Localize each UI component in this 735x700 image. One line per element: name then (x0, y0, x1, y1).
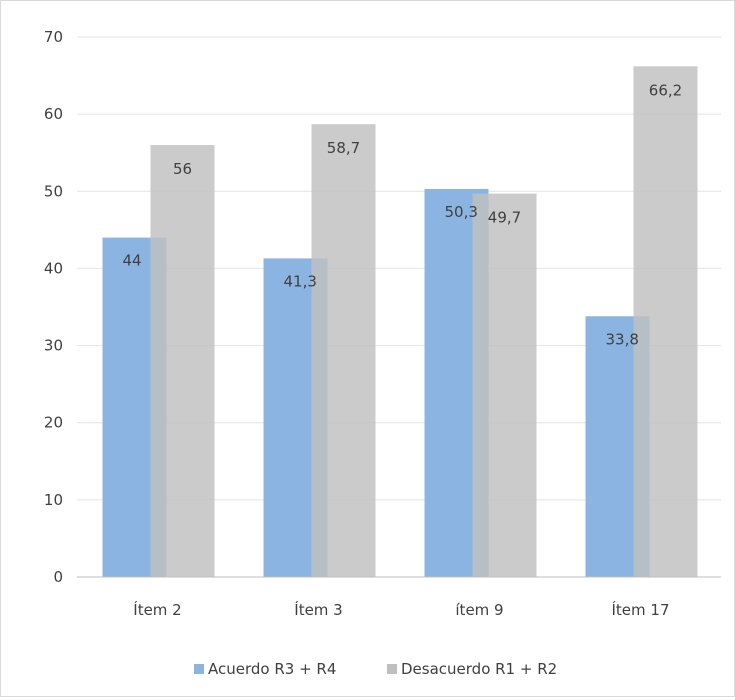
bar-desacuerdo (633, 66, 698, 578)
data-label-acuerdo: 50,3 (445, 203, 478, 221)
legend-swatch-acuerdo (194, 664, 204, 674)
legend: Acuerdo R3 + R4 Desacuerdo R1 + R2 (194, 660, 557, 678)
bar-desacuerdo (472, 193, 537, 577)
x-tick-label: Ítem 2 (133, 600, 181, 619)
bars (102, 66, 698, 578)
y-tick-label: 50 (44, 182, 63, 200)
bar-desacuerdo (150, 145, 215, 577)
data-labels: 44 56 41,3 58,7 50,3 49,7 33,8 66,2 (123, 81, 683, 348)
legend-label-acuerdo: Acuerdo R3 + R4 (208, 660, 336, 678)
data-label-desacuerdo: 56 (173, 160, 192, 178)
data-label-desacuerdo: 49,7 (488, 209, 521, 227)
legend-label-desacuerdo: Desacuerdo R1 + R2 (401, 660, 557, 678)
data-label-desacuerdo: 66,2 (649, 81, 682, 99)
y-tick-label: 60 (44, 105, 63, 123)
y-tick-label: 40 (44, 259, 63, 277)
data-label-acuerdo: 41,3 (284, 272, 317, 290)
x-axis-ticks: Ítem 2 Ítem 3 ítem 9 Ítem 17 (133, 600, 669, 619)
legend-swatch-desacuerdo (387, 664, 397, 674)
y-tick-label: 10 (44, 491, 63, 509)
bar-desacuerdo (311, 124, 376, 578)
x-tick-label: Ítem 3 (294, 600, 342, 619)
y-tick-label: 20 (44, 414, 63, 432)
y-tick-label: 30 (44, 337, 63, 355)
x-tick-label: Ítem 17 (611, 600, 669, 619)
y-tick-label: 70 (44, 28, 63, 46)
data-label-acuerdo: 44 (123, 252, 142, 270)
y-tick-label: 0 (53, 568, 63, 586)
data-label-acuerdo: 33,8 (606, 330, 639, 348)
x-tick-label: ítem 9 (455, 601, 503, 619)
data-label-desacuerdo: 58,7 (327, 139, 360, 157)
y-axis-ticks: 0 10 20 30 40 50 60 70 (44, 28, 63, 586)
